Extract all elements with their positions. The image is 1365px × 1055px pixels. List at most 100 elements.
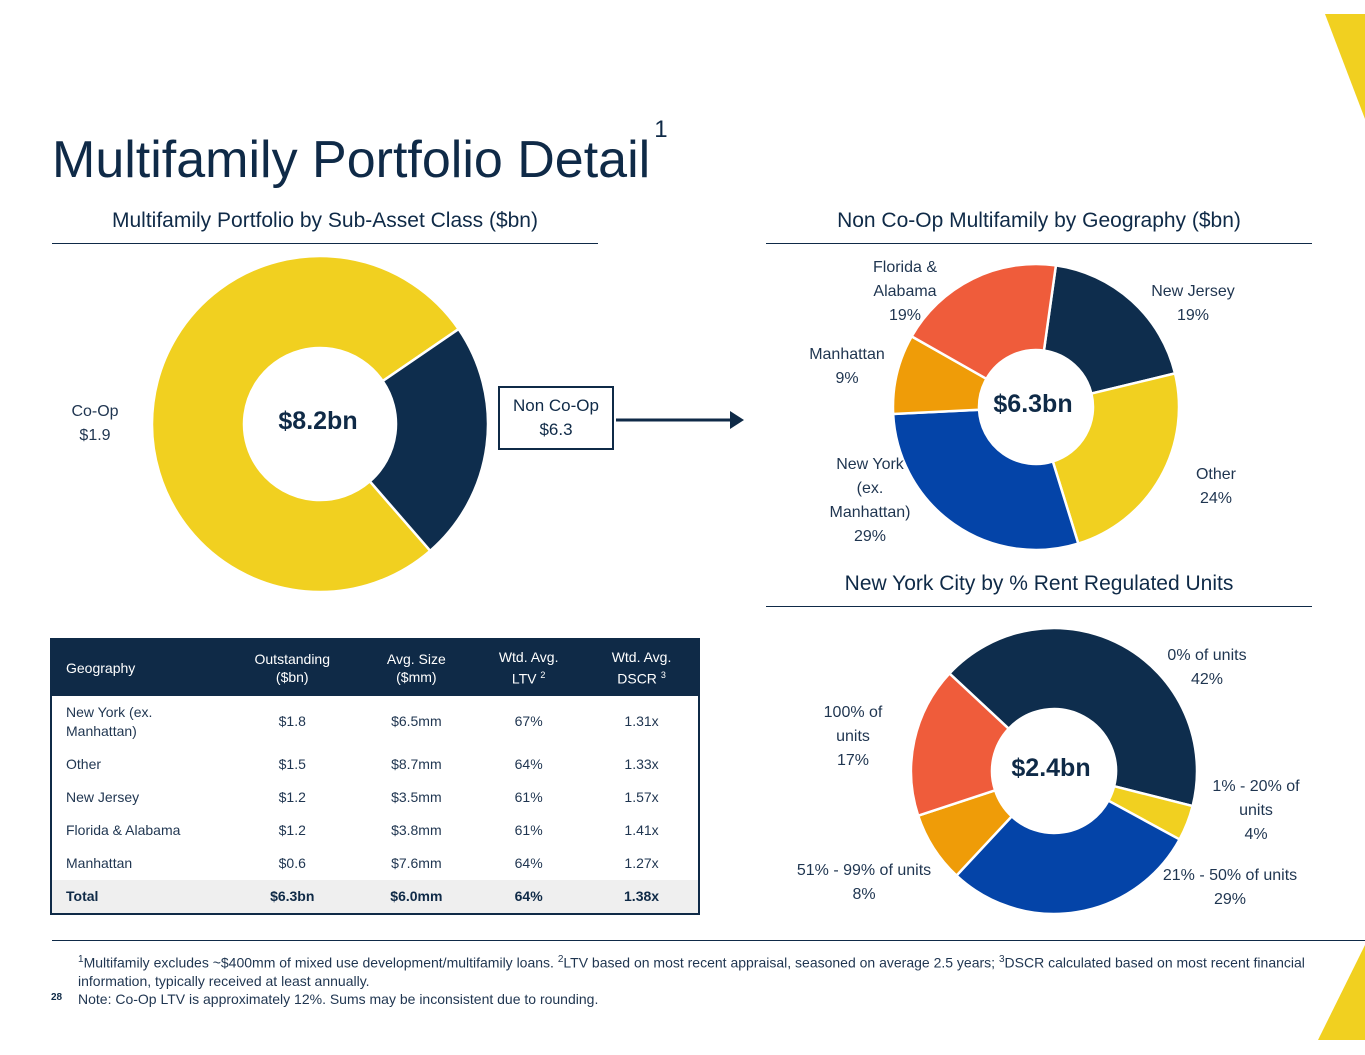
chart3-title: New York City by % Rent Regulated Units [844, 572, 1234, 595]
title-footnote-marker: 1 [654, 115, 668, 143]
cell: 1.31x [624, 713, 659, 730]
table-row: Florida & Alabama $1.2 $3.8mm 61% 1.41x [52, 814, 698, 847]
ot-line2: 24% [1199, 490, 1233, 507]
coop-label: Co-Op $1.9 [55, 400, 135, 448]
non-coop-label-value: $6.3 [539, 420, 573, 439]
chart1-title: Multifamily Portfolio by Sub-Asset Class… [112, 209, 538, 232]
geography-slice-florida-alabama [909, 262, 1058, 381]
cell: $1.2 [278, 788, 306, 805]
ny-line4: 29% [853, 528, 887, 545]
cell: 61% [514, 788, 543, 805]
a-line3: 4% [1244, 826, 1268, 843]
label-0-pct-units: 0% of units 42% [1137, 644, 1277, 692]
rent-regulated-slice-21-50-of-units [954, 798, 1182, 916]
cell: 1.33x [624, 755, 659, 772]
label-manhattan: Manhattan 9% [787, 343, 907, 391]
page-number: 28 [51, 992, 63, 1003]
th-avg-size: Avg. Size ($mm) [360, 640, 473, 696]
chart3-title-rule [766, 606, 1312, 607]
cell: 1.27x [624, 854, 659, 871]
geography-slice-new-jersey [1042, 263, 1177, 396]
cell: $3.8mm [391, 821, 442, 838]
label-1-20-pct-units: 1% - 20% of units 4% [1191, 775, 1321, 847]
ny-line2: (ex. [856, 480, 884, 497]
th-outstanding: Outstanding ($bn) [224, 640, 361, 696]
c-line1: 51% - 99% of units [796, 862, 932, 879]
chart3-center-label: $2.4bn [1011, 754, 1091, 782]
h-line1: 100% of [823, 704, 883, 721]
mh-line2: 9% [835, 370, 859, 387]
cell: $0.6 [278, 854, 306, 871]
cell: $6.3bn [224, 879, 361, 913]
table-total-row: Total $6.3bn $6.0mm 64% 1.38x [52, 879, 698, 913]
coop-label-value: $1.9 [79, 427, 111, 444]
fn1-text: Multifamily excludes ~$400mm of mixed us… [83, 954, 554, 971]
footer-rule [52, 940, 1365, 941]
cell: $1.5 [278, 755, 306, 772]
table-row: New Jersey $1.2 $3.5mm 61% 1.57x [52, 781, 698, 814]
cell: 64% [472, 879, 586, 913]
label-other: Other 24% [1156, 463, 1276, 511]
table-row: New York (ex. Manhattan) $1.8 $6.5mm 67%… [52, 696, 698, 748]
cell: New Jersey [66, 788, 140, 805]
cell: 64% [514, 755, 543, 772]
label-new-york-ex-manhattan: New York (ex. Manhattan) 29% [810, 453, 930, 549]
cell: $8.7mm [391, 755, 442, 772]
cell: $1.2 [278, 821, 306, 838]
a-line1: 1% - 20% of [1212, 778, 1300, 795]
chart2-title: Non Co-Op Multifamily by Geography ($bn) [837, 209, 1241, 232]
table-row: Other $1.5 $8.7mm 64% 1.33x [52, 748, 698, 781]
th-dscr: Wtd. Avg. DSCR 3 [585, 640, 698, 696]
label-florida-alabama: Florida & Alabama 19% [845, 256, 965, 328]
fn2-text: LTV based on most recent appraisal, seas… [563, 954, 996, 971]
label-100-pct-units: 100% of units 17% [793, 701, 913, 773]
cell: $1.8 [278, 713, 306, 730]
cell: $7.6mm [391, 854, 442, 871]
z-line1: 0% of units [1167, 647, 1247, 664]
label-51-99-pct-units: 51% - 99% of units 8% [780, 859, 948, 907]
sub-asset-slice-co-op [368, 327, 490, 553]
nj-line1: New Jersey [1151, 283, 1235, 300]
cell: Florida & Alabama [66, 821, 181, 838]
cell: 1.57x [624, 788, 659, 805]
fn3-marker: 3 [998, 954, 1005, 965]
cell: Manhattan [66, 854, 133, 871]
label-21-50-pct-units: 21% - 50% of units 29% [1150, 864, 1310, 912]
table-header-row: Geography Outstanding ($bn) Avg. Size ($mm… [52, 640, 698, 696]
cell: Other [66, 755, 102, 772]
coop-label-name: Co-Op [71, 403, 119, 420]
fn1-marker: 1 [78, 954, 84, 965]
h-line3: 17% [836, 752, 870, 769]
page-title: Multifamily Portfolio Detail1 [52, 116, 668, 190]
b-line1: 21% - 50% of units [1162, 867, 1298, 884]
cell: New York (ex. Manhattan) [66, 703, 153, 739]
cell: Total [52, 879, 224, 913]
footnotes: 1Multifamily excludes ~$400mm of mixed u… [78, 951, 1318, 1008]
label-new-jersey: New Jersey 19% [1133, 280, 1253, 328]
fn2-marker: 2 [557, 954, 564, 965]
cell: 61% [514, 821, 543, 838]
cell: 1.38x [585, 879, 698, 913]
table-row: Manhattan $0.6 $7.6mm 64% 1.27x [52, 847, 698, 880]
sub-asset-slice-non-co-op [150, 254, 461, 594]
non-coop-label-name: Non Co-Op [513, 396, 599, 415]
corner-accent-top [1325, 14, 1365, 119]
geography-table: Geography Outstanding ($bn) Avg. Size ($mm… [50, 638, 700, 915]
ny-line1: New York [836, 456, 904, 473]
fn-note: Note: Co-Op LTV is approximately 12%. Su… [78, 990, 599, 1007]
cell: $3.5mm [391, 788, 442, 805]
z-line2: 42% [1190, 671, 1224, 688]
chart1-center-label: $8.2bn [278, 407, 358, 435]
arrow-right-icon [616, 411, 744, 429]
cell: 1.41x [624, 821, 659, 838]
cell: 64% [514, 854, 543, 871]
fl-line2: Alabama [873, 283, 937, 300]
c-line2: 8% [852, 886, 876, 903]
rent-regulated-slice-100-of-units [909, 671, 1011, 818]
mh-line1: Manhattan [809, 346, 885, 363]
non-coop-callout: Non Co-Op $6.3 [498, 386, 614, 450]
corner-accent-bottom [1318, 945, 1365, 1040]
page-title-text: Multifamily Portfolio Detail [52, 131, 651, 189]
a-line2: units [1239, 802, 1273, 819]
